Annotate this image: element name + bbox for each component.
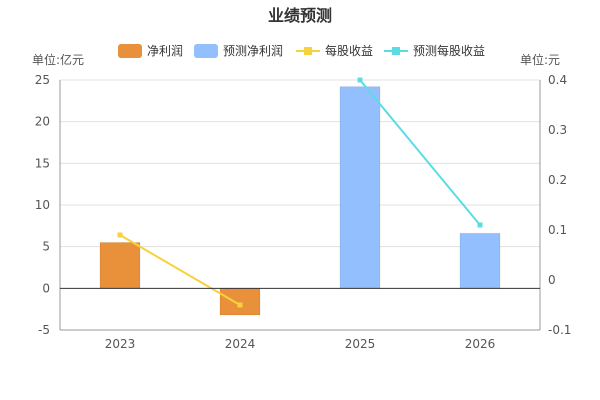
line-point (357, 77, 363, 83)
left-tick-label: 15 (35, 156, 50, 170)
chart-title: 业绩预测 (268, 6, 332, 25)
right-axis-unit: 单位:元 (520, 52, 560, 67)
line-point (237, 302, 243, 308)
right-tick-label: 0.3 (548, 123, 567, 137)
x-tick-label: 2026 (465, 337, 496, 351)
legend-item-eps: 每股收益 (325, 43, 373, 58)
legend-item-forecast-eps: 预测每股收益 (413, 43, 485, 58)
left-tick-label: 0 (42, 281, 50, 295)
left-tick-label: 5 (42, 240, 50, 254)
left-tick-label: 20 (35, 115, 50, 129)
left-tick-label: -5 (38, 323, 50, 337)
legend: 净利润 预测净利润 每股收益 预测每股收益 (118, 43, 485, 58)
grid (60, 79, 540, 331)
lines (117, 77, 483, 308)
right-tick-label: 0.4 (548, 73, 567, 87)
bar (339, 86, 381, 289)
series-line (359, 79, 481, 226)
legend-swatch-marker (304, 47, 312, 55)
bars (99, 86, 501, 316)
bar (459, 232, 501, 289)
series-line (119, 234, 241, 306)
right-tick-label: 0.1 (548, 223, 567, 237)
bar (219, 287, 261, 316)
x-tick-label: 2024 (225, 337, 256, 351)
x-tick-label: 2023 (105, 337, 136, 351)
left-axis-unit: 单位:亿元 (32, 52, 84, 67)
right-tick-label: -0.1 (548, 323, 571, 337)
legend-item-net-profit: 净利润 (147, 44, 183, 58)
bar (99, 242, 141, 289)
left-tick-label: 25 (35, 73, 50, 87)
line-point (117, 232, 123, 238)
legend-swatch-marker (392, 47, 400, 55)
x-tick-label: 2025 (345, 337, 376, 351)
legend-swatch (194, 44, 218, 58)
right-tick-label: 0.2 (548, 173, 567, 187)
right-tick-label: 0 (548, 273, 556, 287)
left-tick-label: 10 (35, 198, 50, 212)
legend-item-forecast-net-profit: 预测净利润 (223, 44, 283, 58)
legend-swatch (118, 44, 142, 58)
line-point (477, 222, 483, 228)
